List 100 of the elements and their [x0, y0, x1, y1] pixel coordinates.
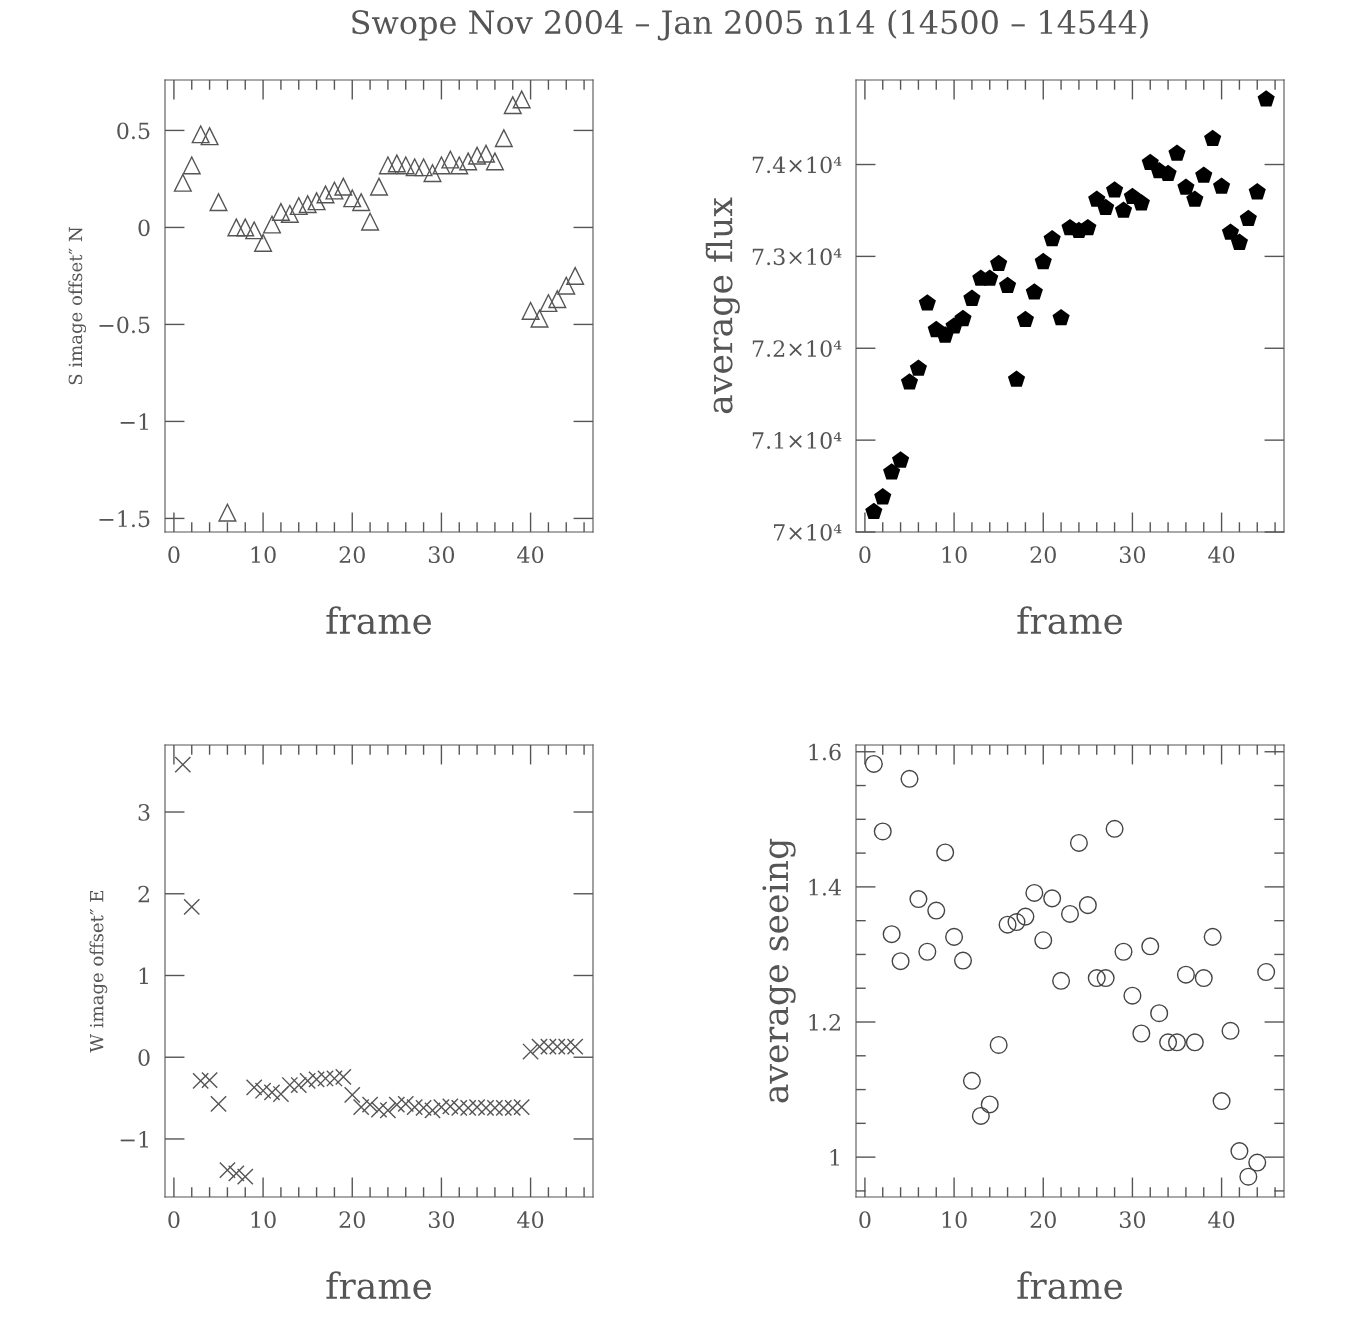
point: [1034, 931, 1053, 950]
point: [262, 215, 282, 234]
point: [909, 890, 928, 909]
y-axis-title: average seeing: [762, 838, 796, 1103]
x-tick-label: 10: [251, 546, 276, 564]
y-tick-label: 1: [830, 1149, 839, 1166]
point: [397, 1095, 415, 1113]
point: [865, 502, 883, 520]
x-tick-label: 40: [1208, 1211, 1235, 1229]
point: [1203, 927, 1222, 946]
point: [954, 309, 972, 327]
point: [209, 193, 228, 212]
text: Swope Nov 2004 – Jan 2005 n14 (14500 – 14544): [352, 9, 1148, 41]
point: [307, 192, 326, 211]
point: [882, 925, 901, 944]
point: [263, 1084, 281, 1101]
point: [1034, 252, 1052, 270]
point: [1213, 177, 1231, 194]
y-tick-label: −1: [120, 413, 148, 430]
point: [432, 156, 451, 175]
point: [953, 951, 973, 970]
x-tick-label: 0: [859, 1211, 871, 1229]
point: [1025, 283, 1043, 300]
point: [989, 1035, 1008, 1055]
point: [1069, 833, 1088, 852]
point: [299, 1072, 317, 1090]
point: [183, 898, 201, 916]
point: [1079, 218, 1097, 236]
y-tick-label: 1.2: [809, 1013, 840, 1031]
y-tick-label: 0: [138, 1049, 150, 1066]
point: [174, 756, 192, 773]
y-axis-title: S image offset″ N: [68, 227, 87, 385]
point: [1132, 1024, 1151, 1043]
point: [191, 125, 210, 144]
point: [512, 90, 531, 109]
point: [918, 942, 937, 961]
y-tick-label: 7.3×10⁴: [752, 248, 842, 266]
point: [963, 289, 981, 306]
y-tick-label: −1: [120, 1130, 148, 1148]
point: [1248, 183, 1266, 200]
point: [1007, 912, 1026, 932]
point: [468, 146, 487, 165]
point: [1043, 229, 1061, 247]
point: [1186, 190, 1204, 207]
point: [900, 769, 919, 788]
point: [378, 156, 397, 175]
point: [1230, 1142, 1249, 1161]
point: [201, 1071, 218, 1089]
point: [522, 1043, 539, 1060]
point: [1016, 907, 1035, 926]
point: [272, 1085, 290, 1103]
point: [316, 185, 335, 204]
point: [441, 150, 460, 169]
point: [530, 309, 549, 328]
point: [406, 1098, 424, 1116]
x-tick-label: 20: [1030, 546, 1056, 564]
point: [387, 154, 406, 173]
y-tick-label: −1.5: [99, 510, 150, 528]
point: [918, 294, 936, 311]
point: [289, 197, 308, 216]
point: [236, 1168, 254, 1185]
x-tick-label: 0: [859, 546, 871, 564]
point: [1025, 883, 1044, 902]
point: [361, 212, 380, 231]
point: [476, 144, 496, 163]
point: [281, 1076, 299, 1094]
point: [325, 181, 344, 200]
x-tick-label: 40: [517, 546, 544, 564]
point: [874, 488, 892, 505]
point: [1043, 889, 1062, 908]
point: [1052, 971, 1071, 990]
point: [388, 1096, 406, 1113]
point: [873, 822, 892, 841]
point: [1194, 969, 1213, 988]
point: [900, 373, 919, 390]
point: [369, 177, 389, 196]
point: [521, 301, 540, 320]
x-tick-label: 20: [1030, 1211, 1056, 1229]
x-axis-title: frame: [1017, 1271, 1123, 1300]
y-tick-label: 1: [139, 967, 148, 984]
y-tick-label: 0: [138, 219, 150, 237]
point: [271, 202, 290, 221]
point: [245, 1079, 263, 1096]
point: [379, 1102, 397, 1119]
point: [1150, 1004, 1169, 1023]
y-tick-label: 7.4×10⁴: [752, 156, 842, 174]
point: [424, 1102, 441, 1119]
point: [414, 158, 433, 177]
y-tick-label: 7.1×10⁴: [752, 432, 842, 449]
x-tick-label: 0: [168, 1211, 180, 1229]
point: [1052, 308, 1070, 326]
point: [361, 1096, 379, 1113]
x-tick-label: 30: [1119, 546, 1146, 564]
point: [883, 463, 901, 480]
point: [1114, 942, 1133, 961]
point: [962, 1071, 981, 1090]
point: [459, 152, 478, 171]
point: [566, 266, 585, 285]
point: [1060, 904, 1080, 923]
point: [227, 218, 246, 237]
